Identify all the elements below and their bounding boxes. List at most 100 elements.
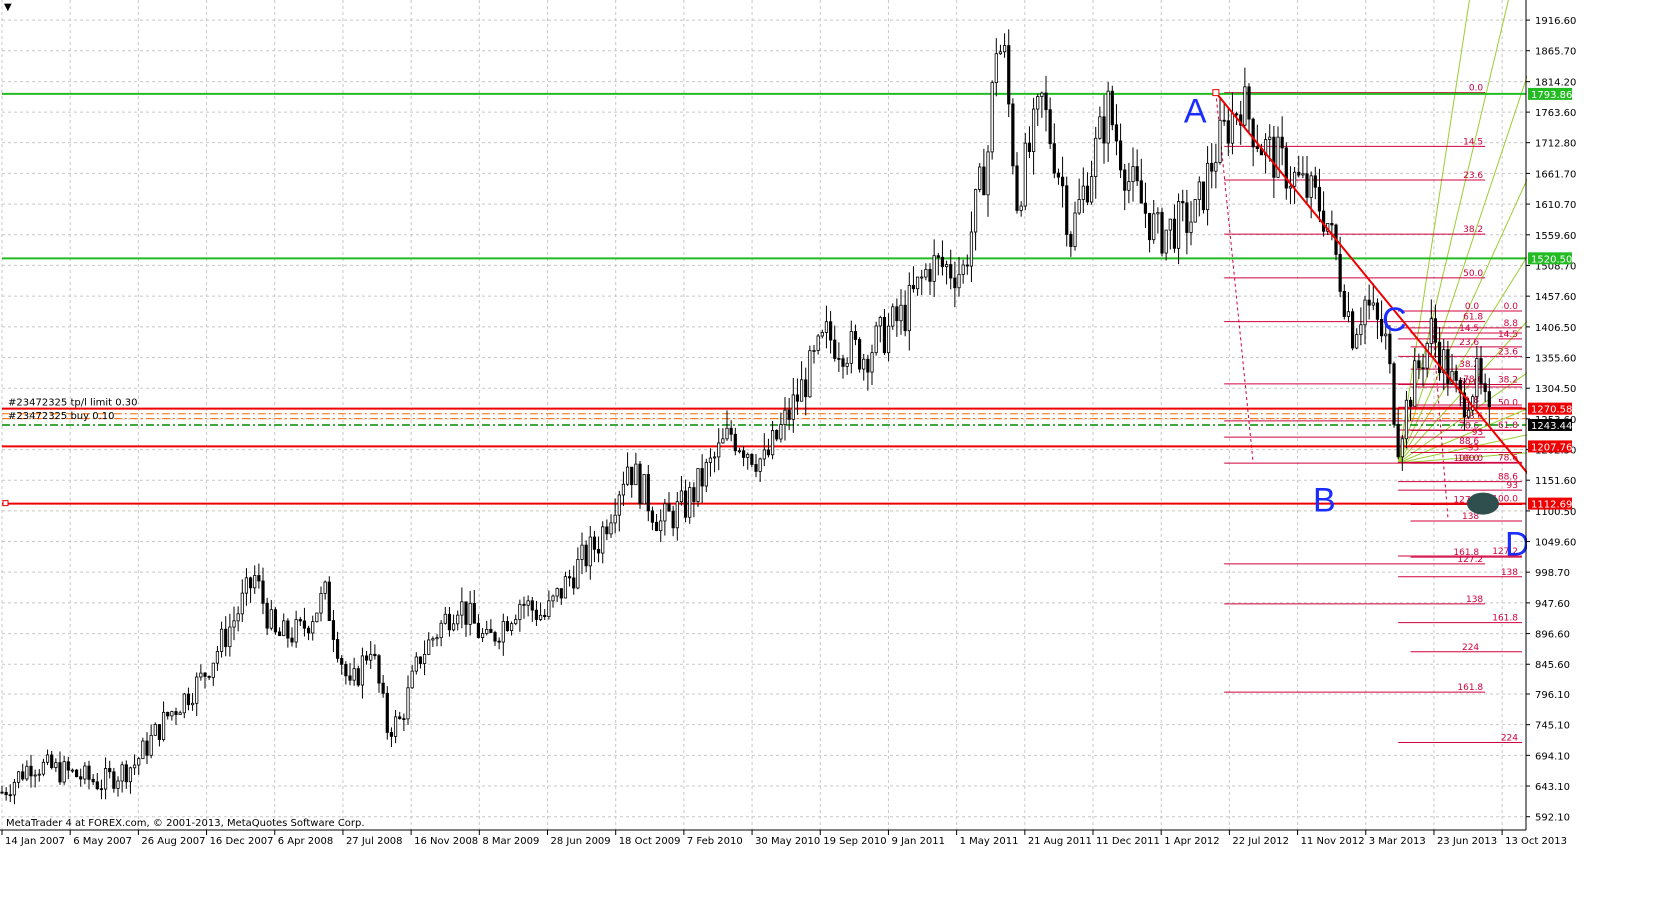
candle-body xyxy=(592,536,597,550)
candle-body xyxy=(1284,147,1288,189)
fib-level-label: 93 xyxy=(1472,428,1483,438)
time-tick-label: 11 Nov 2012 xyxy=(1301,836,1365,847)
candle-body xyxy=(799,379,804,402)
price-tick-label: 1865.70 xyxy=(1535,47,1576,58)
candle-body xyxy=(1118,140,1123,171)
candle-body xyxy=(228,626,232,648)
time-tick-label: 30 May 2010 xyxy=(755,836,820,847)
candle-body xyxy=(944,264,949,268)
fan-line xyxy=(1397,0,1509,464)
candle-body xyxy=(824,321,829,333)
candle-body xyxy=(770,430,775,456)
candle-body xyxy=(1388,333,1392,365)
price-tick-label: 1355.60 xyxy=(1535,354,1576,365)
candle-body xyxy=(1218,119,1222,163)
price-tick-label: 796.10 xyxy=(1535,690,1570,701)
fib-level-label: 50.0 xyxy=(1498,398,1518,408)
candle-body xyxy=(1330,222,1334,226)
candle-body xyxy=(161,711,166,740)
fib-level-label: 138 xyxy=(1501,568,1518,578)
fib-level-label: 0.0 xyxy=(1465,302,1480,312)
candle-body xyxy=(588,536,592,567)
candle-body xyxy=(1255,146,1259,149)
candle-body xyxy=(1007,45,1011,105)
candle-body xyxy=(696,468,700,502)
price-tag-label: 1207.76 xyxy=(1531,442,1572,453)
candle-body xyxy=(360,655,365,686)
candle-body xyxy=(398,716,402,720)
candle-body xyxy=(1384,333,1388,337)
candle-body xyxy=(87,765,91,780)
price-tick-label: 1559.60 xyxy=(1535,231,1576,242)
candle-body xyxy=(311,621,315,634)
candle-body xyxy=(1338,254,1342,292)
price-tick-label: 592.10 xyxy=(1535,813,1570,824)
candle-body xyxy=(1040,92,1044,97)
candle-body xyxy=(199,672,203,678)
candle-body xyxy=(4,791,8,796)
candle-body xyxy=(1089,176,1094,203)
candle-body xyxy=(833,339,837,359)
price-tag xyxy=(1528,87,1572,100)
candle-body xyxy=(1234,113,1239,116)
candle-body xyxy=(369,653,373,661)
candle-body xyxy=(596,548,601,554)
candle-body xyxy=(224,628,228,648)
price-axis-bg xyxy=(1527,0,1676,906)
candle-body xyxy=(422,653,427,664)
candle-body xyxy=(215,651,220,664)
candle-body xyxy=(41,761,46,775)
candle-body xyxy=(348,675,352,681)
candle-body xyxy=(1123,169,1127,191)
fib-level-label: 0.0 xyxy=(1469,84,1484,94)
candle-body xyxy=(518,603,522,620)
candle-body xyxy=(1342,290,1346,317)
candle-body xyxy=(302,620,307,629)
candle-body xyxy=(501,621,505,643)
fib-level-label: 50.0 xyxy=(1463,269,1483,279)
fib-diagonal xyxy=(1215,92,1254,464)
candle-body xyxy=(1197,181,1201,200)
candle-body xyxy=(1355,334,1359,349)
price-tick-label: 1151.60 xyxy=(1535,476,1576,487)
candle-body xyxy=(282,620,286,637)
candle-body xyxy=(1404,399,1409,440)
candle-body xyxy=(1098,116,1102,139)
candle-body xyxy=(83,765,87,780)
candle-body xyxy=(1371,302,1375,306)
candle-body xyxy=(261,580,265,604)
candle-body xyxy=(460,601,464,616)
candle-body xyxy=(808,350,812,398)
price-tick-label: 1916.60 xyxy=(1535,16,1576,27)
candle-body xyxy=(174,711,178,715)
candle-body xyxy=(1019,205,1023,211)
candle-body xyxy=(170,711,174,717)
time-tick-label: 6 May 2007 xyxy=(73,836,132,847)
time-tick-label: 21 Aug 2011 xyxy=(1028,836,1092,847)
candle-body xyxy=(659,520,663,532)
candle-body xyxy=(253,575,257,589)
candle-body xyxy=(534,609,539,620)
candle-body xyxy=(166,711,170,717)
candle-body xyxy=(1392,363,1396,425)
candle-body xyxy=(754,464,758,472)
price-tick-label: 896.60 xyxy=(1535,630,1570,641)
candle-body xyxy=(1251,118,1255,148)
fib-level-label: 88.6 xyxy=(1463,412,1483,422)
candle-body xyxy=(323,581,327,594)
candle-body xyxy=(783,409,787,425)
candle-body xyxy=(195,676,199,704)
candle-body xyxy=(79,776,83,780)
candle-body xyxy=(21,771,25,780)
candle-body xyxy=(907,284,911,332)
candle-body xyxy=(845,362,849,367)
candle-body xyxy=(538,614,543,620)
time-tick-label: 1 Apr 2012 xyxy=(1164,836,1219,847)
candle-body xyxy=(402,718,406,721)
candle-body xyxy=(1313,175,1317,188)
time-tick-label: 6 Apr 2008 xyxy=(278,836,333,847)
candle-body xyxy=(108,768,112,773)
candle-body xyxy=(269,609,273,629)
